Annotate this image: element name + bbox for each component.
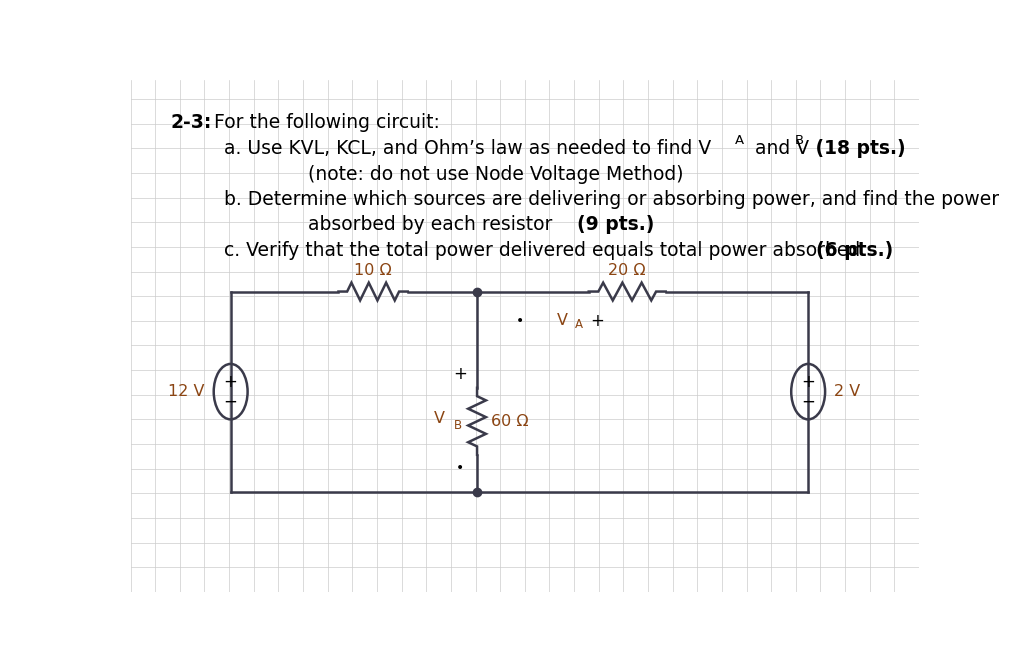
Text: −: −: [223, 392, 238, 411]
Text: +: +: [454, 365, 467, 383]
Text: a. Use KVL, KCL, and Ohm’s law as needed to find V: a. Use KVL, KCL, and Ohm’s law as needed…: [224, 139, 712, 158]
Text: b. Determine which sources are delivering or absorbing power, and find the power: b. Determine which sources are deliverin…: [224, 190, 999, 209]
Text: V: V: [434, 411, 444, 426]
Text: A: A: [735, 134, 744, 147]
Text: 12 V: 12 V: [168, 384, 205, 399]
Text: •: •: [456, 461, 464, 475]
Text: (6 pts.): (6 pts.): [816, 241, 893, 260]
Text: •: •: [516, 314, 524, 328]
Text: absorbed by each resistor: absorbed by each resistor: [307, 215, 558, 234]
Text: +: +: [223, 372, 238, 390]
Text: −: −: [801, 392, 815, 411]
Text: 20 Ω: 20 Ω: [608, 263, 646, 278]
Text: (18 pts.): (18 pts.): [809, 139, 905, 158]
Text: 10 Ω: 10 Ω: [354, 263, 392, 278]
Text: 2 V: 2 V: [835, 384, 860, 399]
Text: c. Verify that the total power delivered equals total power absorbed: c. Verify that the total power delivered…: [224, 241, 866, 260]
Text: +: +: [801, 372, 815, 390]
Text: and V: and V: [749, 139, 809, 158]
Text: +: +: [590, 312, 604, 330]
Text: A: A: [575, 318, 584, 331]
Text: (note: do not use Node Voltage Method): (note: do not use Node Voltage Method): [307, 164, 683, 184]
Text: For the following circuit:: For the following circuit:: [214, 113, 439, 132]
Text: B: B: [795, 134, 804, 147]
Text: B: B: [454, 419, 462, 432]
Text: 60 Ω: 60 Ω: [490, 414, 528, 429]
Text: V: V: [557, 313, 567, 329]
Text: 2-3:: 2-3:: [171, 113, 212, 132]
Text: (9 pts.): (9 pts.): [578, 215, 654, 234]
